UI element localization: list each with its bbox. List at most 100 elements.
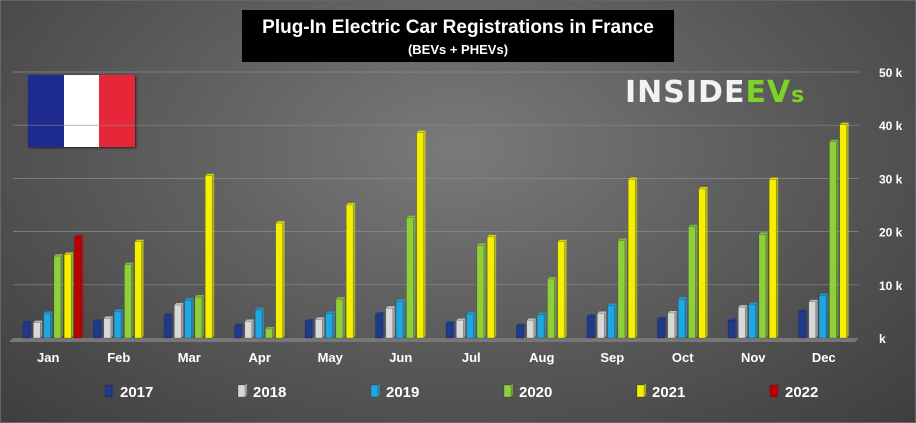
bar [113, 309, 124, 339]
bar-front [698, 188, 706, 339]
bar-side [805, 309, 808, 338]
bar-front [617, 240, 626, 339]
bar [375, 312, 385, 339]
bar [385, 306, 395, 339]
bar-front [184, 299, 192, 339]
bar [677, 297, 688, 339]
bar-top [93, 318, 103, 321]
bar-front [134, 241, 142, 339]
bar-top [839, 122, 849, 125]
y-tick-label: 10 k [879, 279, 903, 293]
bar-top [557, 239, 567, 242]
bar-side [312, 318, 314, 338]
bar-top [23, 320, 32, 323]
title-box: Plug-In Electric Car Registrations in Fr… [242, 10, 674, 62]
bar-side [523, 323, 526, 338]
bar-side [30, 320, 32, 338]
bar-side [241, 323, 244, 338]
bar-front [103, 318, 112, 339]
legend-swatch [104, 384, 113, 398]
bar-side [201, 295, 204, 338]
bar [43, 311, 53, 339]
bar [486, 234, 497, 339]
bar-top [597, 311, 607, 314]
bar [63, 252, 74, 339]
legend-label: 2021 [652, 384, 685, 401]
bar [536, 312, 547, 339]
x-tick-label: Apr [249, 350, 271, 365]
chart-floor [9, 338, 859, 342]
bar [325, 311, 335, 339]
bar-front [315, 319, 323, 339]
legend-label: 2019 [386, 384, 419, 401]
bar [839, 122, 849, 339]
legend-swatch [636, 384, 645, 398]
legend-swatch-side [511, 383, 513, 397]
bar-front [738, 306, 746, 339]
bar [33, 320, 43, 339]
x-tick-label: Oct [672, 350, 694, 365]
bar-front [244, 321, 253, 339]
bar [607, 303, 617, 339]
bar-top [698, 187, 708, 190]
bar [244, 319, 254, 339]
bar-top [164, 313, 173, 316]
legend-swatch-side [644, 383, 646, 397]
bar-side [483, 243, 486, 338]
bar [93, 318, 103, 339]
bar-top [33, 320, 43, 323]
bar-side [342, 297, 345, 338]
bar [275, 221, 285, 339]
bar [134, 239, 144, 339]
bar [557, 239, 567, 339]
bar [627, 177, 638, 339]
bar-top [808, 299, 818, 302]
bar-side [282, 221, 285, 338]
bar [254, 307, 265, 339]
bar [748, 302, 758, 339]
bar-side [110, 316, 113, 338]
legend-label: 2020 [519, 384, 552, 401]
bar-front [657, 318, 665, 339]
bar [727, 318, 737, 339]
x-tick-label: Nov [741, 350, 766, 365]
bar-top [205, 173, 215, 176]
bar-side [695, 224, 698, 338]
bar [124, 262, 134, 339]
bar-top [526, 318, 536, 321]
bar-top [728, 318, 737, 321]
legend-label: 2018 [253, 384, 286, 401]
flag-stripe-red [99, 75, 136, 147]
chart-title: Plug-In Electric Car Registrations in Fr… [262, 17, 654, 38]
bar-side [815, 299, 818, 338]
insideevs-logo: INSIDEEVs [625, 75, 805, 110]
bar-front [768, 179, 777, 339]
bar-front [345, 204, 354, 339]
bar-side [544, 312, 547, 338]
bar-top [325, 311, 335, 314]
bar-front [194, 296, 203, 339]
bar [808, 299, 818, 339]
legend-swatch [370, 384, 379, 398]
bar-front [234, 324, 242, 339]
bar-side [836, 139, 839, 338]
bar-top [43, 311, 53, 314]
bar-top [829, 139, 839, 142]
bar-front [265, 328, 273, 339]
bar-side [664, 316, 667, 338]
logo-text-s: s [791, 83, 806, 108]
bar-top [335, 297, 345, 300]
logo-text-ev: EV [745, 75, 792, 110]
bar-front [254, 309, 263, 339]
bar-top [798, 309, 808, 312]
bar-side [674, 310, 677, 338]
bar-side [100, 318, 103, 338]
bar-front [627, 179, 636, 339]
bar-side [40, 320, 43, 338]
x-tick-label: Jul [462, 350, 481, 365]
bar-front [53, 255, 62, 339]
bar-front [667, 312, 676, 339]
bar-side [755, 302, 758, 338]
bar-front [43, 313, 51, 339]
bar-top [487, 234, 497, 237]
